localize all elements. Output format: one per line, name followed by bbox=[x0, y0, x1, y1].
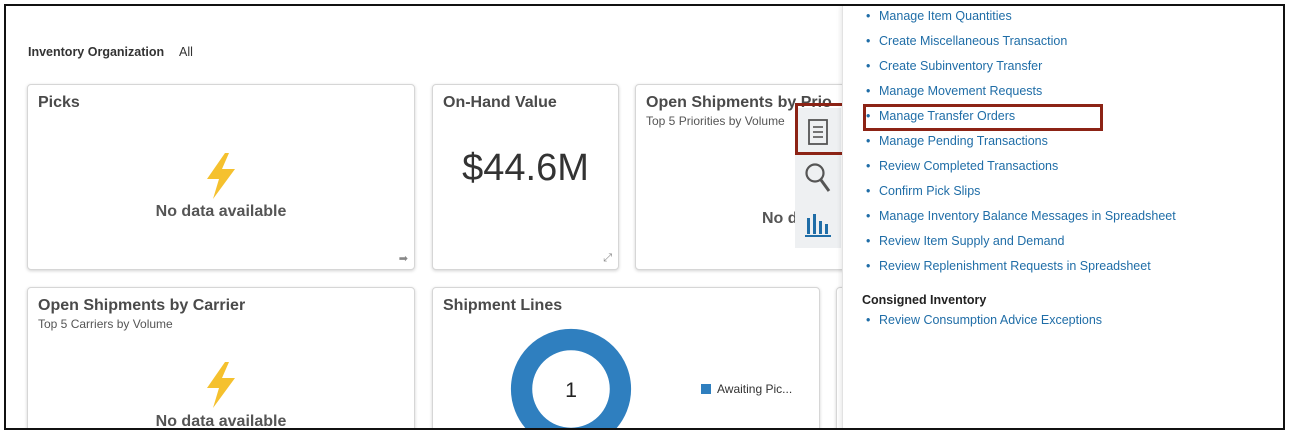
tile-title: On-Hand Value bbox=[443, 94, 557, 111]
task-link[interactable]: Manage Item Quantities bbox=[866, 9, 1012, 23]
tile-subtitle: Top 5 Priorities by Volume bbox=[646, 114, 785, 128]
task-link[interactable]: Review Replenishment Requests in Spreads… bbox=[866, 259, 1151, 273]
manage-transfer-orders-highlight bbox=[863, 104, 1103, 131]
screenshot-frame: Inventory Organization All Picks No data… bbox=[4, 4, 1285, 430]
task-link[interactable]: Manage Inventory Balance Messages in Spr… bbox=[866, 209, 1176, 223]
legend-label: Awaiting Pic... bbox=[717, 382, 793, 396]
tasks-icon bbox=[808, 119, 828, 145]
chart-legend: Awaiting Pic... bbox=[701, 382, 792, 396]
onhand-value: $44.6M bbox=[462, 147, 589, 189]
onhand-value-tile[interactable]: On-Hand Value $44.6M ⤢ bbox=[432, 84, 619, 270]
consigned-inventory-heading: Consigned Inventory bbox=[862, 293, 987, 307]
tile-subtitle: Top 5 Carriers by Volume bbox=[38, 317, 173, 331]
no-data-message: No d bbox=[762, 210, 798, 227]
legend-swatch bbox=[701, 384, 711, 394]
no-data-message: No data available bbox=[155, 413, 287, 430]
picks-tile[interactable]: Picks No data available ➡ bbox=[27, 84, 415, 270]
side-icon-bar bbox=[795, 108, 841, 248]
search-icon bbox=[805, 163, 831, 192]
donut-center-value: 1 bbox=[565, 378, 577, 402]
task-link[interactable]: Review Consumption Advice Exceptions bbox=[866, 313, 1102, 327]
tasks-highlight bbox=[795, 103, 845, 155]
no-data-message: No data available bbox=[155, 203, 287, 220]
donut-ring bbox=[510, 328, 632, 428]
shipment-lines-tile[interactable]: Shipment Lines 1 Awaiting Pic... bbox=[432, 287, 820, 428]
tile-title: Open Shipments by Prio bbox=[646, 94, 832, 111]
task-link[interactable]: Manage Pending Transactions bbox=[866, 134, 1048, 148]
task-link[interactable]: Confirm Pick Slips bbox=[866, 184, 980, 198]
tasks-button[interactable] bbox=[798, 112, 838, 152]
filter-value[interactable]: All bbox=[179, 45, 193, 59]
task-link-manage-transfer-orders[interactable]: Manage Transfer Orders bbox=[866, 109, 1015, 123]
expand-icon[interactable]: ⤢ bbox=[603, 252, 612, 264]
task-link[interactable]: Create Miscellaneous Transaction bbox=[866, 34, 1067, 48]
tile-title: Open Shipments by Carrier bbox=[38, 297, 246, 314]
filter-label: Inventory Organization bbox=[28, 45, 165, 59]
donut-chart: 1 bbox=[510, 328, 632, 428]
task-link[interactable]: Create Subinventory Transfer bbox=[866, 59, 1042, 73]
lightning-icon bbox=[207, 153, 235, 199]
reports-icon bbox=[805, 214, 831, 237]
task-link[interactable]: Review Item Supply and Demand bbox=[866, 234, 1064, 248]
reports-button[interactable] bbox=[798, 204, 838, 244]
open-shipments-carrier-tile[interactable]: Open Shipments by Carrier Top 5 Carriers… bbox=[27, 287, 415, 430]
lightning-icon bbox=[207, 362, 235, 408]
tasks-panel: Manage Item Quantities Create Miscellane… bbox=[842, 6, 1283, 428]
arrow-right-icon[interactable]: ➡ bbox=[398, 253, 408, 265]
task-link[interactable]: Manage Movement Requests bbox=[866, 84, 1042, 98]
tile-title: Shipment Lines bbox=[443, 297, 563, 314]
tile-title: Picks bbox=[38, 94, 80, 111]
search-button[interactable] bbox=[798, 158, 838, 198]
task-link[interactable]: Review Completed Transactions bbox=[866, 159, 1058, 173]
